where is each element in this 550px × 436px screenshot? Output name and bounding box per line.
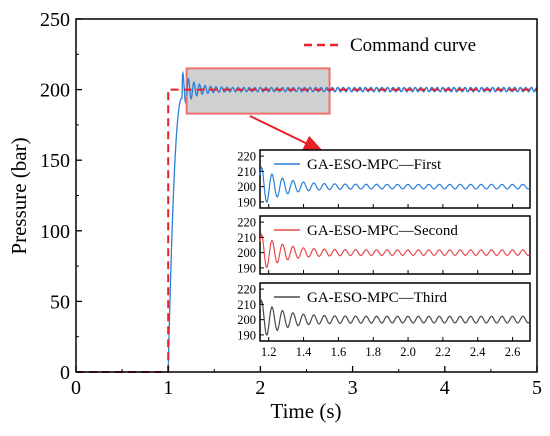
legend-label-command: Command curve — [350, 35, 476, 56]
x-tick-label: 4 — [440, 377, 450, 399]
x-axis-title: Time (s) — [271, 399, 342, 423]
inset-series-line — [259, 232, 531, 269]
x-tick-label: 5 — [532, 377, 542, 399]
x-tick-label: 0 — [71, 377, 81, 399]
inset-y-tick-label: 210 — [237, 231, 256, 245]
inset-x-tick-label: 1.8 — [365, 345, 381, 359]
inset-x-tick-label: 2.4 — [470, 345, 486, 359]
y-axis-title: Pressure (bar) — [7, 137, 31, 254]
inset-y-tick-label: 220 — [237, 216, 256, 230]
inset-x-tick-label: 1.2 — [261, 345, 277, 359]
inset-y-tick-label: 220 — [237, 150, 256, 164]
inset-y-tick-label: 220 — [237, 283, 256, 297]
inset-legend-label: GA-ESO-MPC—Third — [307, 290, 448, 306]
inset-series-line — [259, 299, 531, 336]
inset-frame — [259, 215, 531, 275]
inset-y-tick-label: 210 — [237, 165, 256, 179]
inset-legend-label: GA-ESO-MPC—Second — [307, 223, 458, 239]
inset-y-tick-label: 190 — [237, 195, 256, 209]
y-tick-label: 250 — [40, 9, 70, 31]
inset-x-tick-label: 1.6 — [331, 345, 347, 359]
x-tick-label: 3 — [348, 377, 358, 399]
inset-x-tick-label: 2.6 — [505, 345, 521, 359]
inset-y-tick-label: 200 — [237, 180, 256, 194]
inset-x-tick-label: 1.4 — [296, 345, 312, 359]
main-plot: 0 1 2 3 4 5 0 50 100 150 200 250 Time (s) Pressure… — [7, 9, 542, 423]
inset-series-line — [259, 165, 531, 203]
inset-y-tick-label: 190 — [237, 261, 256, 275]
y-tick-label: 0 — [60, 362, 70, 384]
y-tick-label: 150 — [40, 150, 70, 172]
insets: 220210200190GA-ESO-MPC—First220210200190… — [237, 149, 531, 359]
legend: Command curve — [304, 35, 476, 56]
inset-y-tick-label: 200 — [237, 246, 256, 260]
y-tick-label: 50 — [50, 291, 70, 313]
x-tick-label: 2 — [255, 377, 265, 399]
inset-x-tick-label: 2.0 — [400, 345, 416, 359]
y-ticks: 0 50 100 150 200 250 — [40, 9, 82, 384]
inset-x-tick-label: 2.2 — [435, 345, 451, 359]
series-line-response-over — [185, 77, 538, 100]
inset-frame — [259, 282, 531, 342]
inset-y-tick-label: 190 — [237, 328, 256, 342]
inset-frame — [259, 149, 531, 209]
inset-y-tick-label: 210 — [237, 298, 256, 312]
y-tick-label: 100 — [40, 221, 70, 243]
zoom-arrow — [249, 115, 324, 152]
x-tick-label: 1 — [163, 377, 173, 399]
inset-legend-label: GA-ESO-MPC—First — [307, 157, 442, 173]
inset-y-tick-label: 200 — [237, 313, 256, 327]
x-ticks: 0 1 2 3 4 5 — [71, 366, 542, 399]
y-tick-label: 200 — [40, 80, 70, 102]
